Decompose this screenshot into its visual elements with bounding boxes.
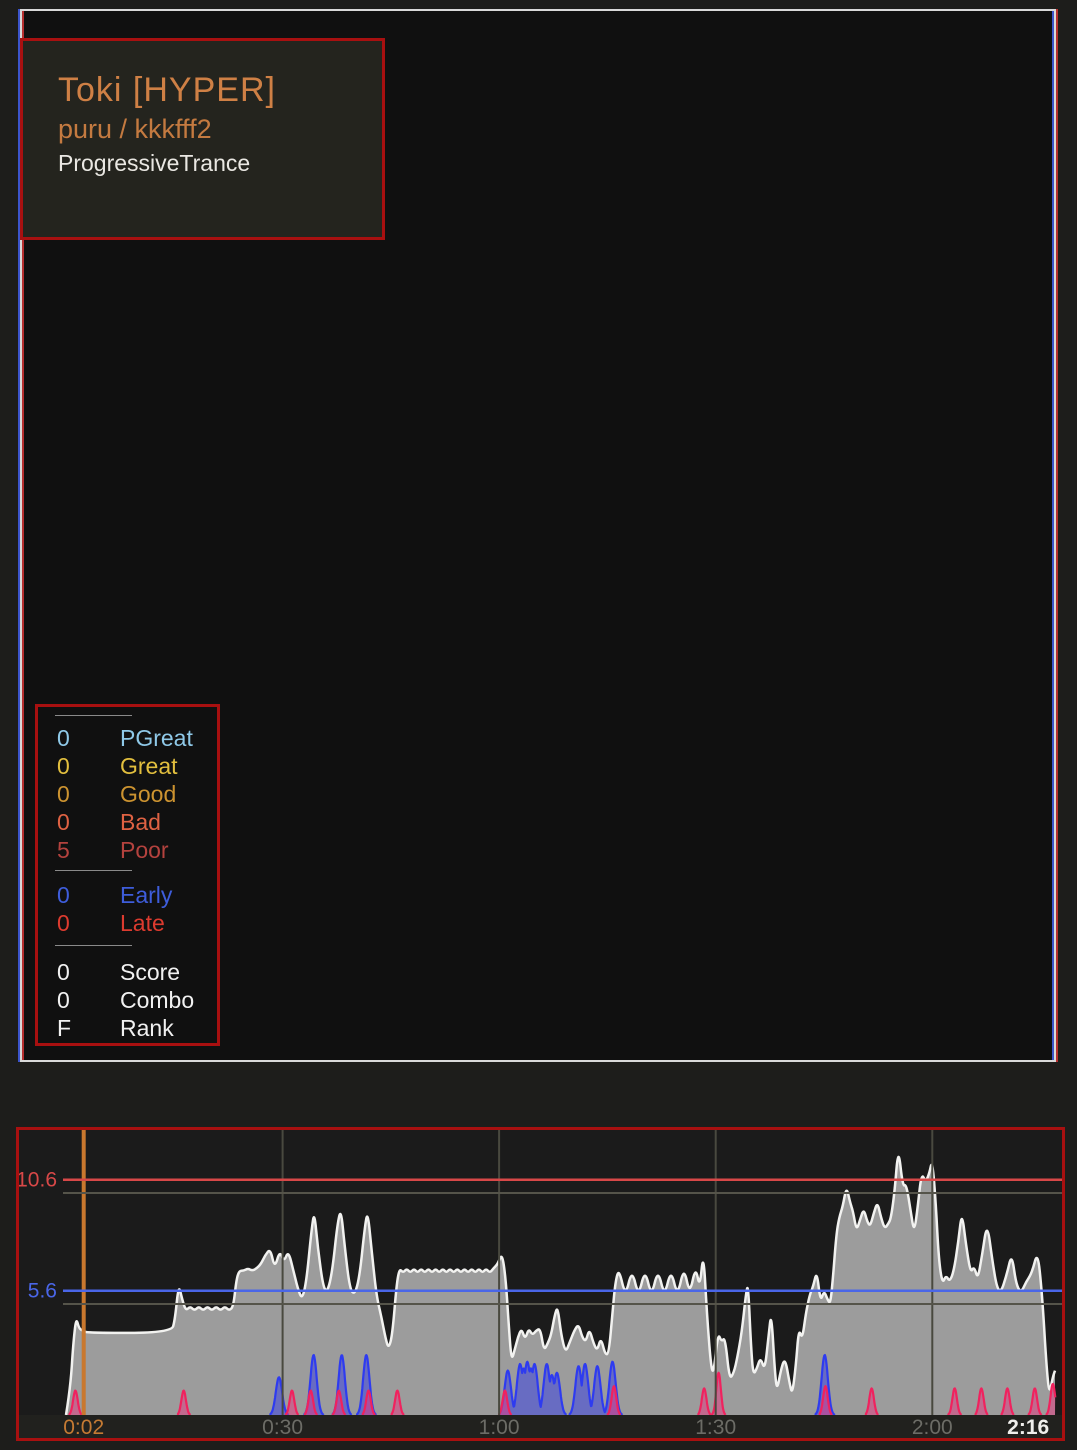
ln-density-area [270, 1355, 835, 1415]
result-label: Rank [120, 1014, 174, 1041]
y-axis-label: 5.6 [28, 1280, 57, 1303]
x-axis-tick: 2:00 [912, 1416, 953, 1438]
divider [55, 945, 132, 946]
x-axis-tick: 1:00 [479, 1416, 520, 1438]
judgement-label: Good [120, 780, 177, 807]
ln-density-outline [269, 1354, 836, 1416]
song-info-panel: Toki [HYPER] puru / kkkfff2 ProgressiveT… [20, 38, 385, 240]
result-label: Combo [120, 986, 195, 1013]
x-axis-strip [19, 1415, 1062, 1438]
judgement-label: Great [120, 752, 178, 779]
x-axis-tick: 1:30 [695, 1416, 736, 1438]
x-axis-tick: 0:02 [63, 1416, 104, 1438]
judgement-label: PGreat [120, 724, 193, 751]
timing-rows: 0 Early 0 Late [38, 881, 217, 937]
result-count: 0 [57, 986, 70, 1013]
result-rows: 0 Score 0 Combo F Rank [38, 958, 217, 1042]
judgement-rows: 0 PGreat 0 Great 0 Good 0 Bad 5 Poor [38, 724, 217, 864]
x-axis-tick: 0:30 [262, 1416, 303, 1438]
judgement-poor: 5 Poor [38, 836, 217, 864]
judgement-count: 5 [57, 836, 70, 863]
density-graph: 10.6 5.6 0:02 0:30 1:00 1:30 2:00 2:16 [16, 1130, 1062, 1439]
result-count: 0 [57, 958, 70, 985]
density-graph-panel: 10.6 5.6 0:02 0:30 1:00 1:30 2:00 2:16 [16, 1127, 1065, 1441]
song-artist: puru / kkkfff2 [58, 114, 212, 144]
judgement-count: 0 [57, 808, 70, 835]
timing-label: Late [120, 909, 165, 936]
y-axis-label: 10.6 [19, 1169, 57, 1192]
judgement-label: Poor [120, 836, 169, 863]
divider [55, 870, 132, 871]
result-score: 0 Score [38, 958, 217, 986]
result-count: F [57, 1014, 72, 1041]
timing-count: 0 [57, 881, 70, 908]
judgement-panel: 0 PGreat 0 Great 0 Good 0 Bad 5 Poor 0 Early 0 Late … [35, 704, 220, 1046]
result-rank: F Rank [38, 1014, 217, 1042]
result-combo: 0 Combo [38, 986, 217, 1014]
timing-early: 0 Early [38, 881, 217, 909]
timing-count: 0 [57, 909, 70, 936]
song-title: Toki [HYPER] [58, 71, 276, 109]
judgement-pgreat: 0 PGreat [38, 724, 217, 752]
judgement-count: 0 [57, 752, 70, 779]
judgement-count: 0 [57, 780, 70, 807]
divider [55, 715, 132, 716]
result-label: Score [120, 958, 181, 985]
judgement-count: 0 [57, 724, 70, 751]
scratch-density-outline [68, 1371, 1057, 1416]
judgement-bad: 0 Bad [38, 808, 217, 836]
judgement-great: 0 Great [38, 752, 217, 780]
timing-label: Early [120, 881, 173, 908]
judgement-good: 0 Good [38, 780, 217, 808]
note-density-area [66, 1156, 1055, 1415]
timing-late: 0 Late [38, 909, 217, 937]
x-axis-tick: 2:16 [1007, 1416, 1049, 1438]
song-genre: ProgressiveTrance [58, 150, 251, 176]
scratch-density-area [69, 1372, 1056, 1415]
judgement-label: Bad [120, 808, 161, 835]
